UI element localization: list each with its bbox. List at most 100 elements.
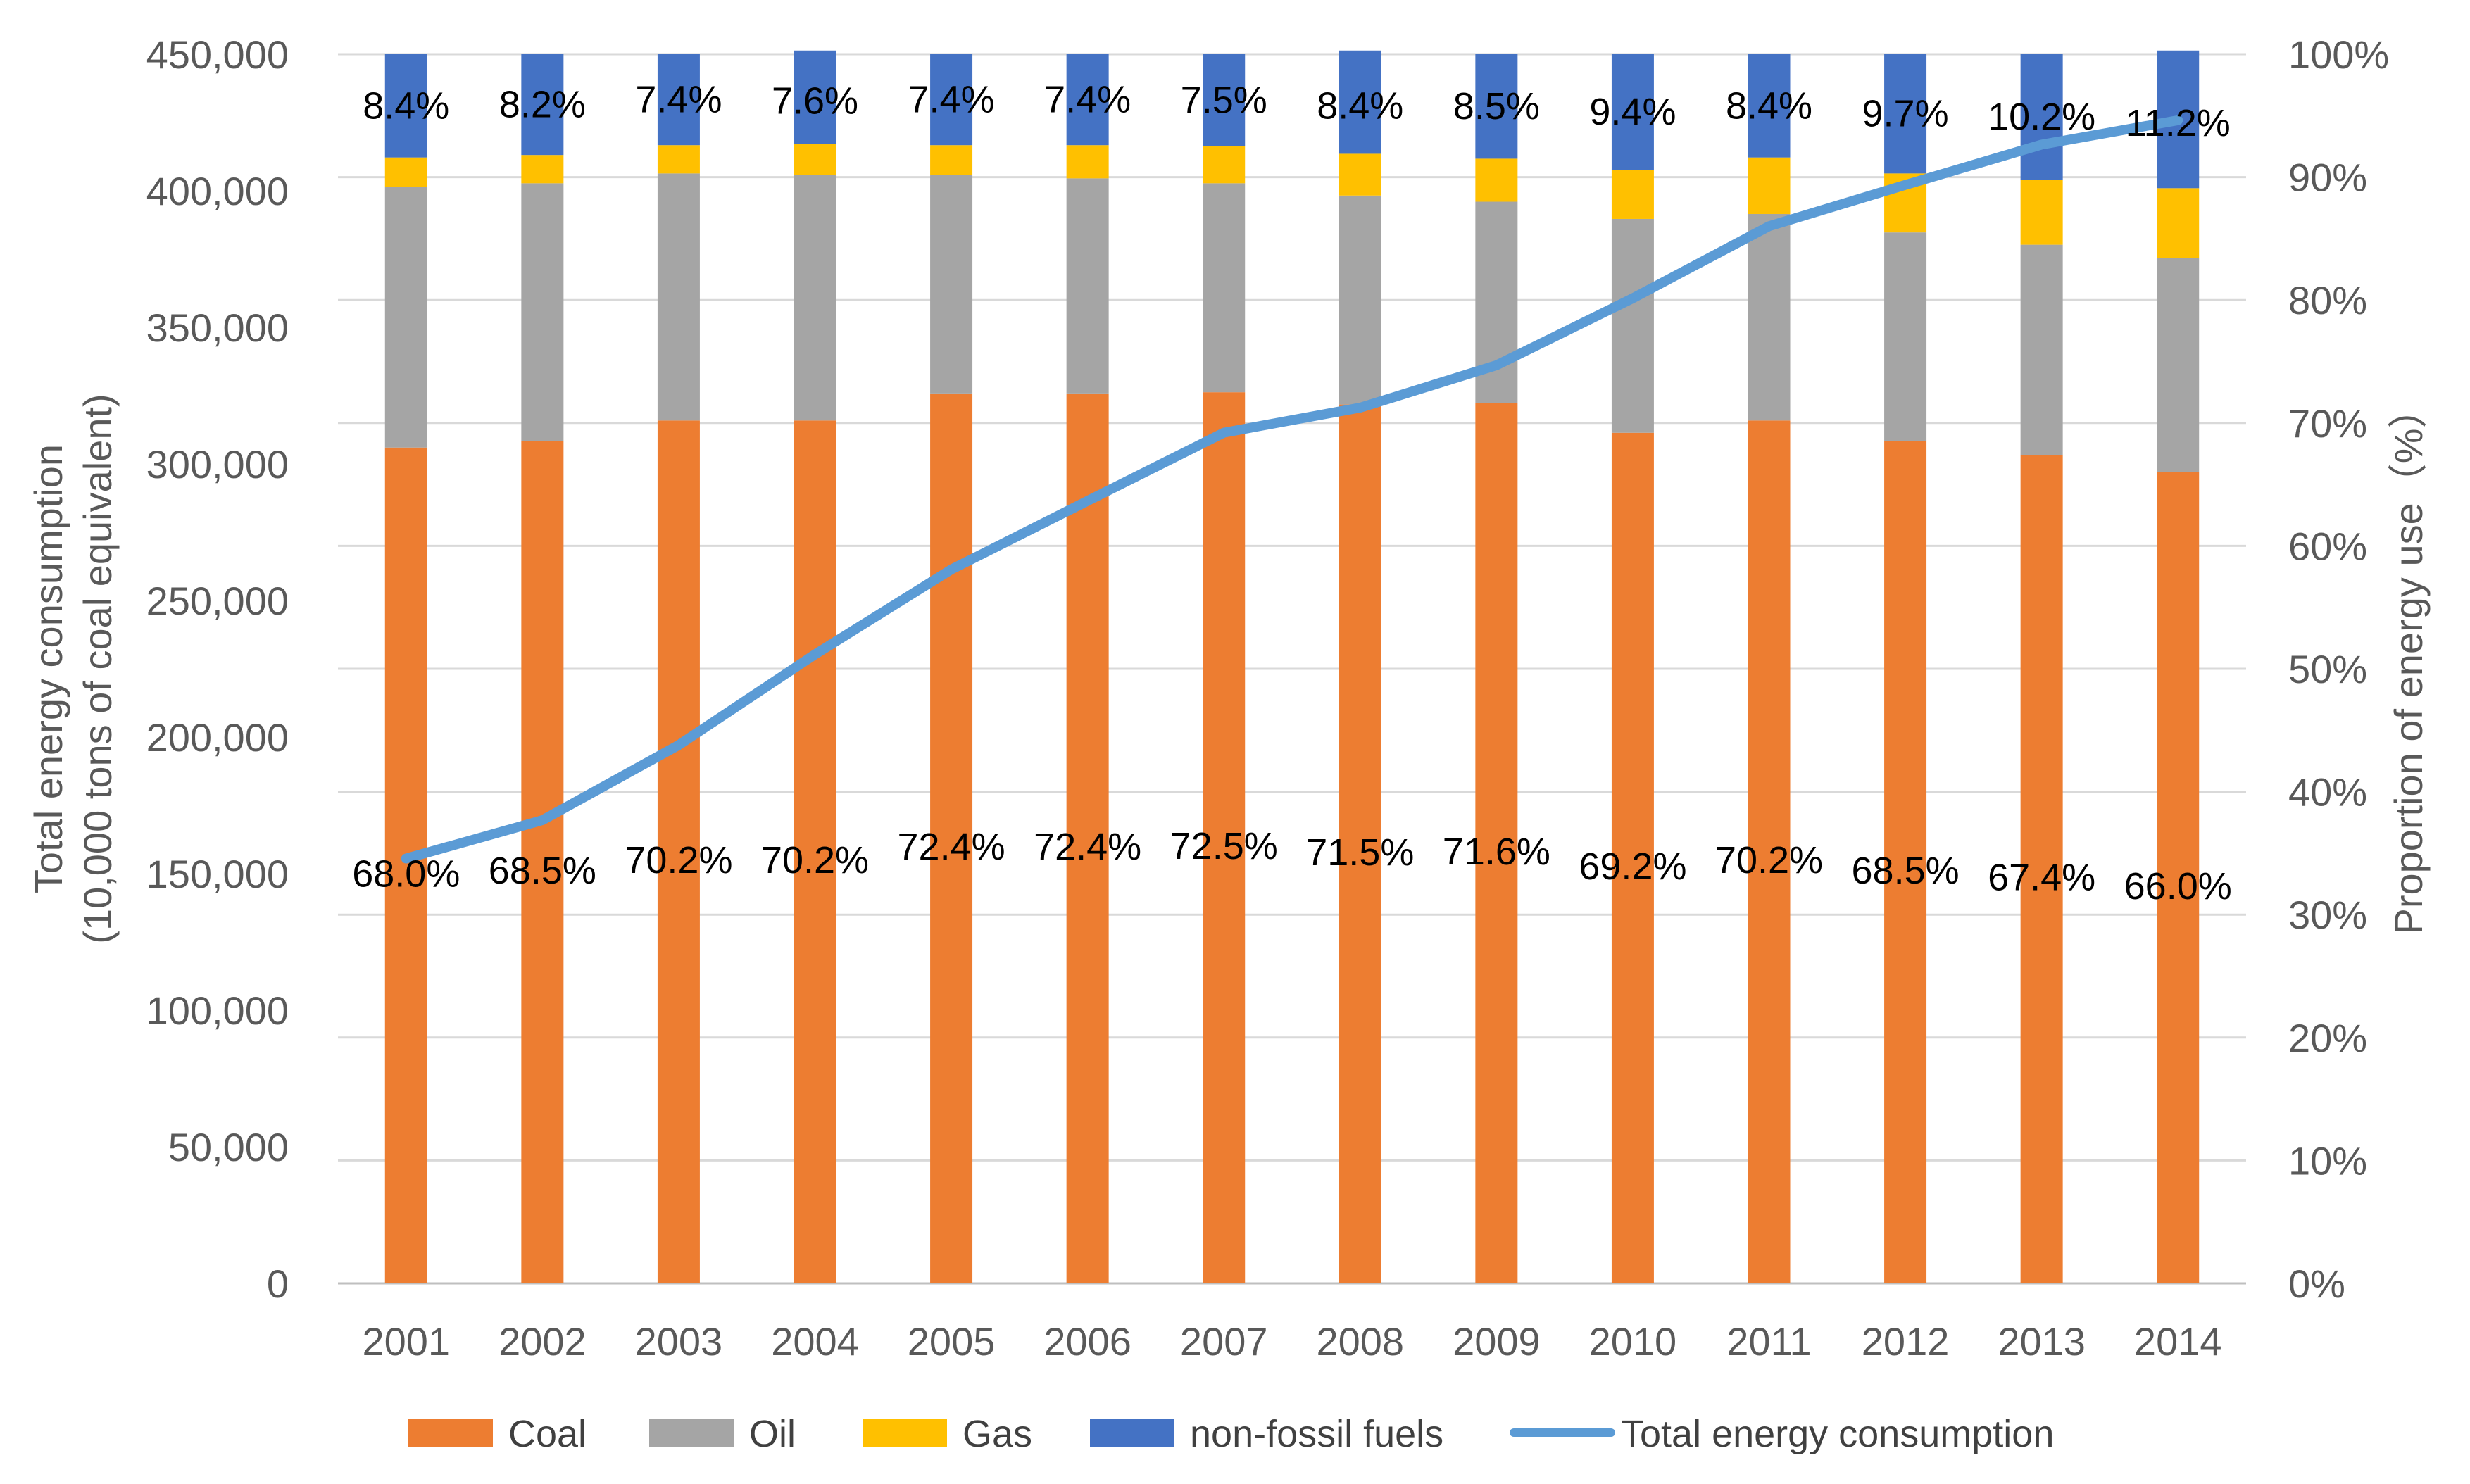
bar-segment-non-fossil-fuels [521,54,564,156]
bar-segment-oil [1339,195,1381,405]
coal-data-label: 72.4% [898,826,1005,868]
x-tick-label: 2002 [499,1319,587,1364]
y-left-tick-label: 100,000 [146,988,289,1033]
x-tick-label: 2006 [1043,1319,1131,1364]
bar-segment-gas [1339,153,1381,196]
bar-segment-oil [1203,183,1246,393]
bar-stacks [384,50,2200,1283]
non-fossil-data-label: 7.4% [635,79,722,121]
axes: 0 50,000 100,000 150,000 200,000 250,000 300,0… [26,32,2431,1364]
y-right-tick-label: 70% [2288,401,2367,446]
y-right-tick-label: 80% [2288,278,2367,322]
non-fossil-data-label: 7.4% [1044,79,1131,121]
bar-segment-non-fossil-fuels [1475,54,1518,159]
bar-segment-non-fossil-fuels [384,54,427,158]
coal-data-label: 71.6% [1443,831,1550,873]
x-tick-label: 2009 [1453,1319,1541,1364]
y-right-tick-label: 40% [2288,770,2367,815]
bar-segment-gas [1611,170,1654,219]
legend-label: Total energy consumption [1621,1413,2054,1455]
legend-swatch [1090,1419,1174,1447]
bar-segment-oil [384,187,427,448]
total-consumption-line [401,115,2183,864]
coal-data-label: 66.0% [2124,865,2232,907]
non-fossil-data-label: 8.4% [1317,84,1403,127]
total-consumption-line-group [401,115,2183,864]
y-right-tick-label: 90% [2288,156,2367,200]
bar-segment-oil [1884,232,1927,441]
y-right-tick-label: 10% [2288,1138,2367,1183]
y-left-tick-label: 50,000 [168,1125,289,1169]
bar-segment-non-fossil-fuels [657,54,700,146]
bar-segment-coal [384,447,427,1283]
coal-data-label: 68.5% [489,850,596,892]
non-fossil-data-label: 8.2% [499,84,586,126]
bar-segment-gas [2157,188,2200,258]
y-left-tick-label: 0 [267,1262,289,1306]
bar-segment-gas [1203,146,1246,184]
coal-data-label: 68.0% [352,853,460,895]
bar-segment-gas [930,145,973,175]
bar-segment-coal [1611,432,1654,1283]
y-left-tick-label: 400,000 [146,169,289,213]
non-fossil-data-label: 8.4% [363,84,449,127]
bar-segment-coal [930,393,973,1283]
x-tick-label: 2001 [362,1319,450,1364]
bar-segment-gas [384,157,427,187]
bar-segment-gas [657,145,700,174]
x-tick-label: 2010 [1589,1319,1677,1364]
non-fossil-data-label: 9.4% [1589,91,1676,133]
x-tick-label: 2014 [2134,1319,2222,1364]
bar-segment-non-fossil-fuels [794,50,836,144]
legend: Coal Oil Gas non-fossil fuels Total energy c… [408,1413,2054,1455]
y-right-tick-label: 30% [2288,893,2367,937]
bar-segment-coal [657,420,700,1283]
y-left-title-line1: Total energy consumption [26,444,70,893]
coal-data-label: 68.5% [1852,850,1960,892]
non-fossil-data-label: 7.5% [1181,79,1267,121]
coal-data-label: 70.2% [625,839,732,881]
y-left-tick-label: 450,000 [146,32,289,77]
legend-label: Coal [508,1413,587,1455]
y-right-tick-label: 100% [2288,32,2389,77]
gridlines [338,53,2246,1285]
x-tick-label: 2007 [1180,1319,1268,1364]
legend-swatch [863,1419,947,1447]
x-tick-label: 2004 [771,1319,859,1364]
legend-swatch [649,1419,734,1447]
bar-segment-oil [794,175,836,421]
bar-segment-oil [2157,258,2200,472]
bar-segment-gas [1066,145,1109,179]
bar-segment-non-fossil-fuels [2020,54,2063,180]
y-right-tick-label: 20% [2288,1016,2367,1060]
bar-segment-coal [2157,472,2200,1283]
bar-segment-coal [1748,420,1791,1283]
y-left-tick-label: 250,000 [146,579,289,623]
legend-label: Gas [963,1413,1032,1455]
y-left-tick-label: 200,000 [146,715,289,760]
bar-segment-gas [2020,180,2063,245]
non-fossil-data-label: 10.2% [1988,96,2095,138]
bar-segment-non-fossil-fuels [1339,50,1381,154]
non-fossil-data-label: 8.4% [1726,84,1812,127]
y-left-axis-title: Total energy consumption (10,000 tons of … [26,394,120,943]
bar-segment-coal [1884,441,1927,1283]
bar-segment-oil [1066,178,1109,394]
data-labels: 68.0% 68.5% 70.2% 70.2% 72.4% 72.4% 72.5% 71.5%… [352,79,2232,907]
coal-data-label: 72.5% [1170,825,1278,867]
bar-segment-gas [1748,157,1791,214]
y-left-title-line2: (10,000 tons of coal equivalent) [75,394,120,943]
non-fossil-data-label: 7.6% [772,80,858,122]
bar-segment-oil [2020,244,2063,455]
coal-data-label: 67.4% [1988,857,2095,899]
x-tick-label: 2003 [635,1319,723,1364]
non-fossil-data-label: 11.2% [2126,102,2231,144]
bar-segment-coal [794,420,836,1283]
bar-segment-non-fossil-fuels [930,54,973,146]
legend-label: Oil [749,1413,796,1455]
y-right-tick-label: 60% [2288,524,2367,568]
x-tick-label: 2008 [1316,1319,1404,1364]
bar-segment-coal [1203,392,1246,1283]
y-right-tick-label: 0% [2288,1262,2345,1306]
